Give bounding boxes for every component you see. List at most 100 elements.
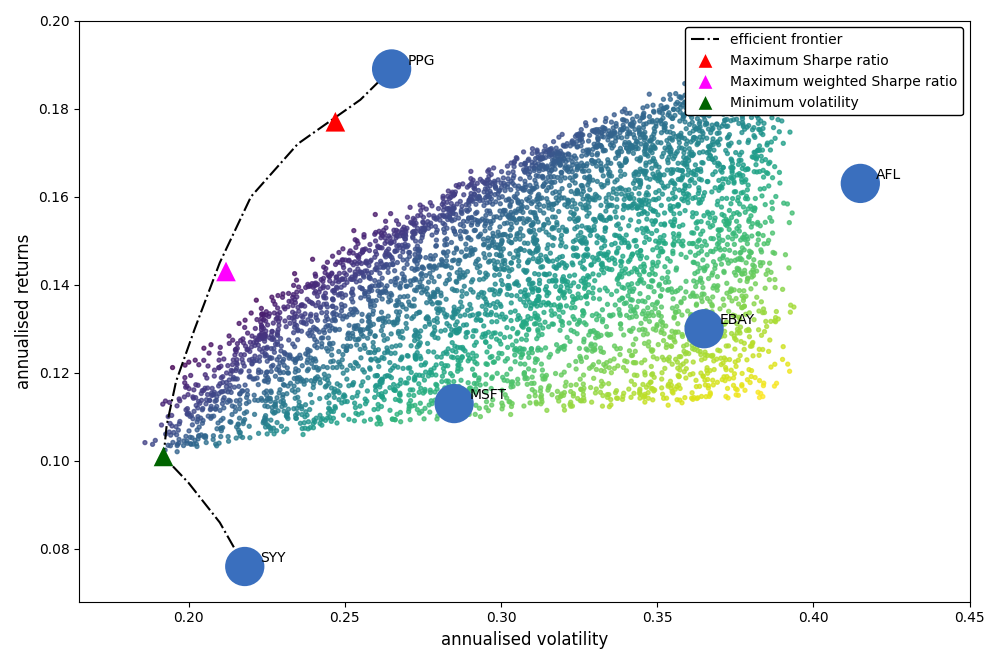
Point <box>387 348 403 359</box>
Point <box>378 248 394 258</box>
Point <box>732 313 748 324</box>
Point <box>521 225 537 236</box>
Point <box>576 264 592 274</box>
Point <box>629 264 645 275</box>
Point <box>688 169 704 180</box>
Point <box>674 173 690 183</box>
Point <box>686 105 702 116</box>
Point <box>707 167 723 177</box>
Point <box>362 274 378 284</box>
Point <box>335 244 351 254</box>
Point <box>532 153 548 163</box>
Point <box>495 256 511 266</box>
Point <box>267 400 283 411</box>
Point <box>324 343 340 354</box>
Point <box>397 229 413 240</box>
Point <box>441 207 457 218</box>
Point <box>732 248 748 258</box>
Point <box>211 355 227 365</box>
Point <box>483 309 499 320</box>
Point <box>232 367 248 377</box>
Point <box>632 175 648 186</box>
Point <box>428 241 444 252</box>
Point <box>516 218 532 228</box>
Point <box>564 167 580 177</box>
Point <box>524 248 540 259</box>
Point <box>508 234 524 244</box>
Point <box>233 365 249 376</box>
Point <box>223 387 239 398</box>
Point <box>557 199 573 210</box>
Point <box>394 227 410 238</box>
Point <box>645 257 661 268</box>
Point <box>367 264 383 275</box>
Point <box>484 179 500 189</box>
Point <box>661 277 677 288</box>
Point <box>533 390 549 400</box>
Point <box>539 254 555 264</box>
Point <box>205 434 221 445</box>
Point <box>573 384 589 395</box>
Point <box>457 309 473 320</box>
Point <box>694 241 710 252</box>
Point <box>490 175 506 185</box>
Point <box>465 309 481 320</box>
Point <box>469 359 485 369</box>
Point <box>308 362 324 373</box>
Point <box>486 212 502 222</box>
Point <box>637 355 653 365</box>
Point <box>603 311 619 321</box>
Point <box>546 149 562 160</box>
Point <box>606 128 622 139</box>
Point <box>275 289 291 299</box>
Point <box>263 386 279 396</box>
Point <box>636 266 652 276</box>
Point <box>666 240 682 250</box>
Point <box>625 142 641 153</box>
Point <box>740 234 756 244</box>
Point <box>734 127 750 138</box>
Point <box>686 149 702 159</box>
Point <box>521 163 537 174</box>
Point <box>350 387 366 398</box>
Point <box>468 315 484 325</box>
Point <box>786 87 802 98</box>
Point <box>346 303 362 314</box>
Point <box>685 357 701 367</box>
Point <box>413 360 429 371</box>
Point <box>596 145 612 155</box>
Point <box>720 392 736 403</box>
Point <box>464 177 480 188</box>
Point <box>367 392 383 402</box>
Point <box>456 408 472 419</box>
Point <box>422 262 438 273</box>
Point <box>202 395 218 406</box>
Point <box>563 303 579 313</box>
Point <box>327 325 343 335</box>
Point <box>443 369 459 379</box>
Point <box>490 257 506 268</box>
Point <box>190 434 206 444</box>
Point <box>714 167 730 177</box>
Point <box>527 238 543 249</box>
Point <box>487 286 503 296</box>
Point <box>531 284 547 295</box>
Point <box>478 337 494 347</box>
Point <box>632 153 648 163</box>
Point <box>289 403 305 414</box>
Point <box>509 189 525 199</box>
Point <box>686 86 702 97</box>
Point <box>357 288 373 299</box>
Point <box>309 343 325 353</box>
Point <box>608 133 624 143</box>
Point <box>472 195 488 206</box>
Point <box>565 311 581 322</box>
Point <box>702 104 718 115</box>
Point <box>701 391 717 402</box>
Point <box>631 189 647 199</box>
Point <box>656 169 672 180</box>
Point <box>463 277 479 288</box>
Point <box>187 435 203 446</box>
Point <box>706 356 722 367</box>
Point <box>676 152 692 163</box>
